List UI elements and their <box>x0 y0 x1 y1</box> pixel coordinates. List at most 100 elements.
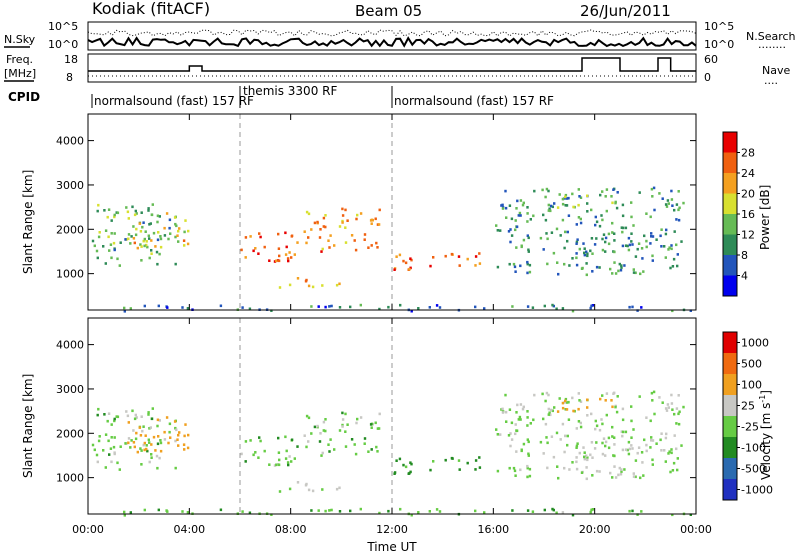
power-cell <box>307 212 311 216</box>
colorbar-swatch <box>723 152 737 173</box>
velocity-cell <box>110 423 113 426</box>
cpid-segment-3: normalsound (fast) 157 RF <box>394 94 554 108</box>
velocity-cell <box>585 454 588 458</box>
velocity-cell <box>611 435 614 438</box>
velocity-cell <box>344 445 348 448</box>
power-cell <box>313 221 317 225</box>
power-cell <box>630 201 633 204</box>
power-cell <box>580 267 584 270</box>
velocity-cell <box>338 429 342 432</box>
velocity-cell <box>615 410 619 414</box>
velocity-cell <box>450 456 454 460</box>
power-cell <box>134 233 138 237</box>
power-cell <box>363 238 366 241</box>
power-cell <box>143 304 146 308</box>
velocity-cell <box>575 427 578 430</box>
colorbar-tick-label: 28 <box>741 147 755 160</box>
power-cell <box>324 305 327 309</box>
noise-sky-trace <box>87 36 697 48</box>
velocity-cell <box>598 428 602 432</box>
power-cell <box>604 195 607 198</box>
power-cell <box>627 236 631 240</box>
velocity-cell <box>571 513 575 517</box>
colorbar-swatch <box>723 275 737 296</box>
velocity-cell <box>287 463 290 467</box>
power-cell <box>601 218 604 222</box>
velocity-cell <box>609 471 612 475</box>
velocity-cell <box>664 407 668 410</box>
velocity-cell <box>110 436 113 439</box>
power-cell <box>660 228 663 231</box>
power-cell <box>676 264 679 268</box>
velocity-cell <box>284 457 288 460</box>
freq-left-label-2: [MHz] <box>4 67 36 80</box>
velocity-cell <box>518 415 522 419</box>
velocity-cell <box>519 403 523 406</box>
power-cell <box>140 211 143 214</box>
power-cell <box>110 256 113 260</box>
velocity-cell <box>367 450 370 453</box>
velocity-cell <box>310 432 313 435</box>
velocity-cell <box>613 443 616 446</box>
power-cell <box>132 225 135 228</box>
colorbar-tick-label: 24 <box>741 167 755 180</box>
velocity-cell <box>624 448 628 451</box>
velocity-cell <box>134 437 138 441</box>
velocity-cell <box>669 470 672 474</box>
velocity-cell <box>539 440 543 444</box>
power-cell <box>677 208 680 212</box>
colorbar-frame <box>722 331 738 501</box>
power-cell <box>148 237 151 240</box>
velocity-cell <box>555 511 558 515</box>
cpid-segment-2: themis 3300 RF <box>243 84 337 98</box>
power-cell <box>578 195 581 198</box>
power-cell <box>613 239 616 242</box>
power-cell <box>653 208 656 212</box>
velocity-cell <box>159 439 162 442</box>
velocity-cell <box>515 450 518 453</box>
power-cell <box>346 219 349 222</box>
power-cell <box>594 223 597 227</box>
power-cell <box>628 243 632 247</box>
power-cell <box>521 203 525 207</box>
power-cell <box>544 218 548 222</box>
power-cell <box>601 237 604 241</box>
velocity-cell <box>140 449 143 452</box>
power-cell <box>504 189 507 193</box>
velocity-cell <box>273 464 277 467</box>
velocity-cell <box>521 407 525 411</box>
power-cell <box>636 309 639 312</box>
velocity-cell <box>97 407 100 411</box>
freq-left-label-1: Freq. <box>6 53 33 66</box>
power-cell <box>514 219 517 222</box>
power-cell <box>677 190 680 193</box>
power-cell <box>586 254 589 258</box>
noise-right-label-line: ........ <box>758 38 786 51</box>
x-tick-label: 20:00 <box>579 523 611 536</box>
power-cell <box>671 265 675 268</box>
velocity-cell <box>607 446 611 450</box>
power-cell <box>630 215 633 219</box>
power-cell <box>621 244 625 248</box>
velocity-cell <box>354 452 358 456</box>
power-cell <box>138 222 141 225</box>
velocity-cell <box>611 405 614 409</box>
power-cell <box>284 253 288 256</box>
velocity-cell <box>634 475 637 479</box>
power-cell <box>668 246 671 249</box>
velocity-cell <box>561 401 565 405</box>
colorbar-tick-label: 4 <box>741 270 748 283</box>
velocity-cell <box>556 465 559 468</box>
power-cell <box>478 262 482 265</box>
power-cell <box>610 195 613 198</box>
velocity-cell <box>158 419 161 422</box>
power-cell <box>157 304 160 308</box>
velocity-cell <box>527 454 530 457</box>
velocity-cell <box>591 508 595 511</box>
velocity-cell <box>248 511 252 515</box>
power-cell <box>359 303 362 307</box>
velocity-panel: 1000 2000 3000 4000 Slant Range [km] 1000 50… <box>21 317 773 517</box>
velocity-cell <box>150 456 153 459</box>
velocity-cell <box>575 446 578 449</box>
power-cell <box>583 247 586 250</box>
